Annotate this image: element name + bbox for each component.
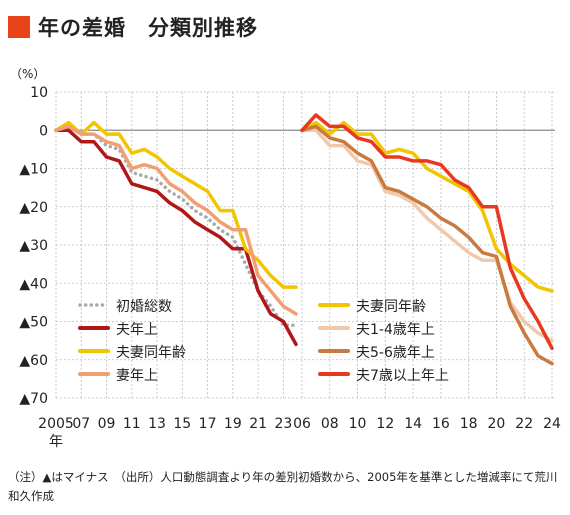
- y-axis-unit: （%）: [10, 67, 45, 81]
- y-tick-label: ▲20: [19, 200, 48, 216]
- x-tick-label: 14: [404, 416, 422, 432]
- legend-label: 夫1-4歳年上: [356, 322, 435, 338]
- title-accent-square: [8, 16, 30, 38]
- series-line: [54, 128, 298, 347]
- legend-label: 妻年上: [116, 368, 158, 384]
- legend-label: 初婚総数: [116, 298, 172, 315]
- y-tick-label: 10: [30, 85, 48, 101]
- legend-label: 夫妻同年齢: [356, 299, 426, 315]
- x-tick-label: 12: [376, 416, 394, 432]
- x-tick-label: 08: [321, 416, 339, 432]
- y-tick-label: ▲30: [19, 238, 48, 254]
- x-axis-year-label: 年: [49, 434, 63, 450]
- y-tick-label: ▲50: [19, 315, 48, 331]
- x-tick-label: 13: [148, 416, 166, 432]
- x-tick-label: 11: [123, 416, 141, 432]
- legend-label: 夫年上: [116, 322, 158, 338]
- y-tick-label: ▲10: [19, 162, 48, 178]
- x-tick-label: 2005: [38, 416, 74, 432]
- x-tick-label: 15: [173, 416, 191, 432]
- x-tick-label: 23: [274, 416, 292, 432]
- x-tick-label: 21: [249, 416, 267, 432]
- y-tick-label: 0: [39, 123, 48, 139]
- title-block: 年の差婚 分類別推移: [8, 12, 258, 42]
- y-tick-label: ▲60: [19, 353, 48, 369]
- x-tick-label: 18: [460, 416, 478, 432]
- series-line: [54, 124, 298, 316]
- series-line: [54, 120, 298, 289]
- x-tick-label: 09: [98, 416, 116, 432]
- x-tick-label: 24: [543, 416, 561, 432]
- chart-title: 年の差婚 分類別推移: [38, 16, 258, 40]
- legend-label: 夫7歳以上年上: [356, 368, 449, 384]
- series-line: [300, 124, 554, 366]
- legend-label: 夫5-6歳年上: [356, 345, 435, 361]
- y-tick-label: ▲70: [19, 391, 48, 407]
- x-tick-label: 22: [515, 416, 533, 432]
- x-tick-label: 16: [432, 416, 450, 432]
- x-tick-label: 17: [199, 416, 217, 432]
- x-tick-label: 19: [224, 416, 242, 432]
- y-tick-label: ▲40: [19, 276, 48, 292]
- x-tick-label: 20: [488, 416, 506, 432]
- x-tick-label: 06: [293, 416, 311, 432]
- source-note: （注）▲はマイナス （出所）人口動態調査より年の差別初婚数から、2005年を基準…: [8, 470, 558, 503]
- x-tick-label: 10: [349, 416, 367, 432]
- x-tick-label: 07: [72, 416, 90, 432]
- series-line: [300, 113, 554, 351]
- legend-label: 夫妻同年齢: [116, 345, 186, 361]
